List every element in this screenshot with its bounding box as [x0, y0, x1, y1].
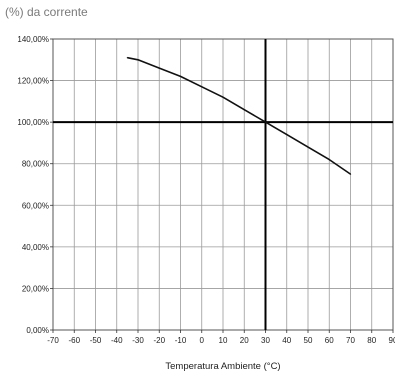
x-tick-label: -50	[90, 336, 102, 345]
data-point	[137, 59, 139, 61]
series-layer	[126, 56, 352, 175]
y-tick-label: 20,00%	[22, 284, 49, 293]
data-point	[179, 75, 182, 78]
x-tick-labels: -70 -60 -50 -40 -30 -20 -10 0 10 20 30 40 50 60 70 80 90	[47, 336, 395, 345]
x-tick-label: -20	[153, 336, 165, 345]
x-tick-label: 40	[282, 336, 291, 345]
y-tick-labels: 0,00% 20,00% 40,00% 60,00% 80,00% 100,00% 120,…	[17, 35, 49, 335]
x-tick-label: 90	[389, 336, 395, 345]
x-tick-label: 10	[219, 336, 228, 345]
data-point	[201, 86, 203, 88]
data-point	[126, 57, 128, 59]
x-tick-label: -60	[68, 336, 80, 345]
grid	[50, 38, 394, 333]
y-tick-label: 40,00%	[22, 243, 49, 252]
x-tick-label: 30	[261, 336, 270, 345]
data-point	[349, 173, 352, 175]
chart-title: (%) da corrente	[5, 5, 88, 19]
data-point	[286, 134, 288, 136]
x-tick-label: 20	[240, 336, 249, 345]
x-tick-label: -30	[132, 336, 144, 345]
x-tick-label: 0	[200, 336, 205, 345]
data-point	[158, 67, 160, 69]
x-tick-label: -40	[111, 336, 123, 345]
x-tick-label: 50	[304, 336, 313, 345]
y-tick-label: 100,00%	[17, 118, 49, 127]
data-point	[328, 158, 330, 161]
x-tick-label: 80	[367, 336, 376, 345]
series-line	[127, 56, 351, 175]
x-axis-label: Temperatura Ambiente (°C)	[165, 361, 280, 371]
reference-lines	[53, 39, 393, 330]
y-tick-label: 80,00%	[22, 160, 49, 169]
y-tick-label: 60,00%	[22, 201, 49, 210]
x-tick-label: 70	[346, 336, 355, 345]
y-tick-label: 120,00%	[17, 77, 49, 86]
x-tick-label: -10	[175, 336, 187, 345]
data-point	[264, 121, 267, 123]
data-point	[307, 146, 309, 148]
y-tick-label: 140,00%	[17, 35, 49, 44]
x-tick-label: 60	[325, 336, 334, 345]
x-tick-label: -70	[47, 336, 59, 345]
y-tick-label: 0,00%	[26, 326, 49, 335]
data-point	[243, 109, 245, 111]
data-point	[222, 96, 224, 98]
